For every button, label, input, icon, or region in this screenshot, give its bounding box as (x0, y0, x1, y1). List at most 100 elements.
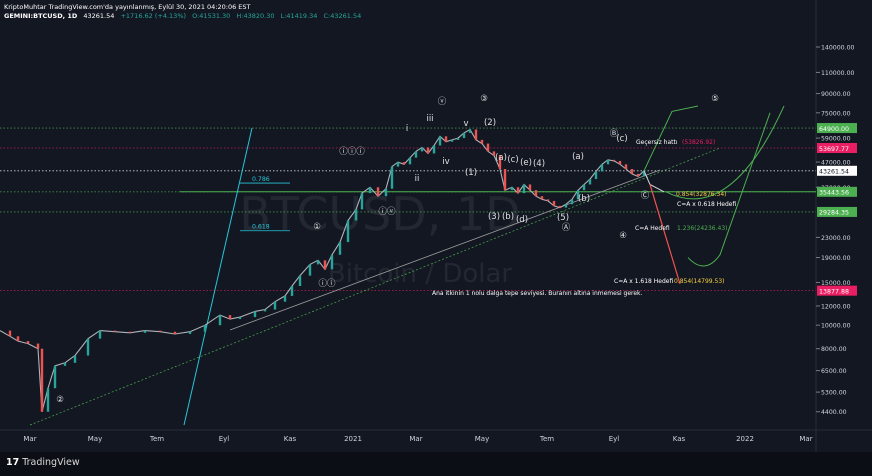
watermark-symbol: BTCUSD, 1D (239, 187, 520, 241)
footer-bar (0, 452, 872, 476)
x-tick-label: Kas (673, 435, 686, 443)
last-price: 43261.54 (83, 12, 115, 20)
symbol-info: GEMINI:BTCUSD, 1D 43261.54 +1716.62 (+4.… (4, 12, 365, 20)
candle (558, 205, 562, 208)
candle (522, 184, 526, 194)
candle (528, 184, 532, 191)
y-tick-label: 15000.00 (821, 280, 851, 287)
ohlc-low: L:41419.34 (280, 12, 318, 20)
wave-label: ⓘⓥ (378, 207, 396, 217)
y-tick-label: 5300.00 (821, 390, 847, 397)
candle (606, 159, 610, 165)
candle (624, 164, 628, 170)
wave-label: ⓥ (438, 97, 447, 107)
wave-label: (b) (578, 194, 590, 204)
candle (253, 311, 257, 318)
price-badge-label: 35443.56 (819, 190, 849, 197)
candle (552, 200, 556, 206)
wave-label: ① (313, 222, 321, 232)
candle (503, 169, 507, 191)
wave-label: (a) (495, 153, 507, 163)
candle (396, 162, 400, 167)
price-badge-label: 43261.54 (819, 169, 849, 176)
candle (113, 330, 117, 332)
candle (203, 325, 207, 332)
price-badge (817, 143, 857, 154)
wave-label: ⓘⓘ (318, 279, 336, 289)
y-tick-label: 23000.00 (821, 235, 851, 242)
x-tick-label: 2022 (736, 435, 754, 443)
price-badge (817, 285, 857, 296)
candle (354, 209, 358, 221)
brand-text: TradingView (22, 457, 80, 468)
candle (540, 196, 544, 200)
candle (402, 162, 406, 165)
wave-label: iv (442, 157, 449, 167)
candle (432, 145, 436, 154)
candle (480, 139, 484, 144)
annotation-text: 0.854(32876.34) (676, 191, 727, 198)
tradingview-logo-icon: 17 (6, 457, 20, 468)
price-chart[interactable]: BTCUSD, 1D Bitcoin / Dolar 140000.00 110000… (0, 0, 872, 452)
candle (498, 155, 502, 170)
candle (456, 138, 460, 140)
fib-label: 0.618 (252, 224, 270, 231)
annotation-text: 1.236(24236.43) (677, 225, 728, 232)
candle (408, 157, 412, 165)
price-badge-label: 64900.00 (819, 126, 849, 133)
wave-label: i (406, 124, 408, 134)
candle (228, 315, 232, 320)
annotation-text: C=A Hedefi (635, 225, 670, 232)
candle (40, 348, 44, 412)
candle (368, 187, 372, 194)
wave-label: (b) (502, 212, 514, 222)
price-badge (817, 206, 857, 217)
candle (384, 188, 388, 197)
candle (346, 220, 350, 243)
candle (576, 190, 580, 200)
candle (594, 171, 598, 180)
wave-label: ii (415, 174, 420, 184)
annotation-text: C=A x 0.618 Hedefi (677, 201, 736, 208)
price-badge-label: 29284.35 (819, 210, 849, 217)
candle (173, 331, 177, 334)
candle (316, 260, 320, 265)
candle (420, 147, 424, 152)
annotation-text: Geçersiz hattı (636, 139, 678, 146)
candle (218, 315, 222, 326)
candle (492, 151, 496, 156)
candle (612, 159, 616, 161)
candle (298, 275, 302, 287)
candle (618, 160, 622, 165)
annotation-text: C=A x 1.618 Hedefi (614, 278, 673, 285)
y-tick-label: 10000.00 (821, 323, 851, 330)
x-tick-label: Mar (23, 435, 36, 443)
candle (546, 199, 550, 201)
y-tick-label: 12000.00 (821, 303, 851, 310)
y-tick-label: 140000.00 (821, 45, 855, 52)
candle (486, 143, 490, 152)
wave-label: ③ (480, 94, 488, 104)
candle (8, 330, 12, 337)
annotation-text: 0.854(14799.53) (674, 278, 725, 285)
candle (444, 136, 448, 142)
tradingview-brand[interactable]: 17 TradingView (6, 457, 80, 468)
candle (273, 301, 277, 310)
publish-info: KriptoMuhtar TradingView.com'da yayınlan… (4, 3, 251, 11)
x-tick-label: Mar (409, 435, 422, 443)
y-tick-label: 6500.00 (821, 368, 847, 375)
chart-background (0, 0, 872, 452)
candle (462, 132, 466, 139)
candle (636, 173, 640, 177)
candle (36, 343, 40, 349)
wave-label: (a) (572, 152, 584, 162)
y-tick-label: 8000.00 (821, 346, 847, 353)
ohlc-close: C:43261.54 (323, 12, 362, 20)
candle (263, 309, 267, 312)
symbol-label: GEMINI:BTCUSD, 1D (4, 12, 78, 20)
y-tick-label: 90000.00 (821, 91, 851, 98)
wave-label: (d) (516, 215, 528, 225)
wave-label: v (463, 119, 468, 129)
candle (63, 362, 67, 366)
candle (564, 204, 568, 208)
